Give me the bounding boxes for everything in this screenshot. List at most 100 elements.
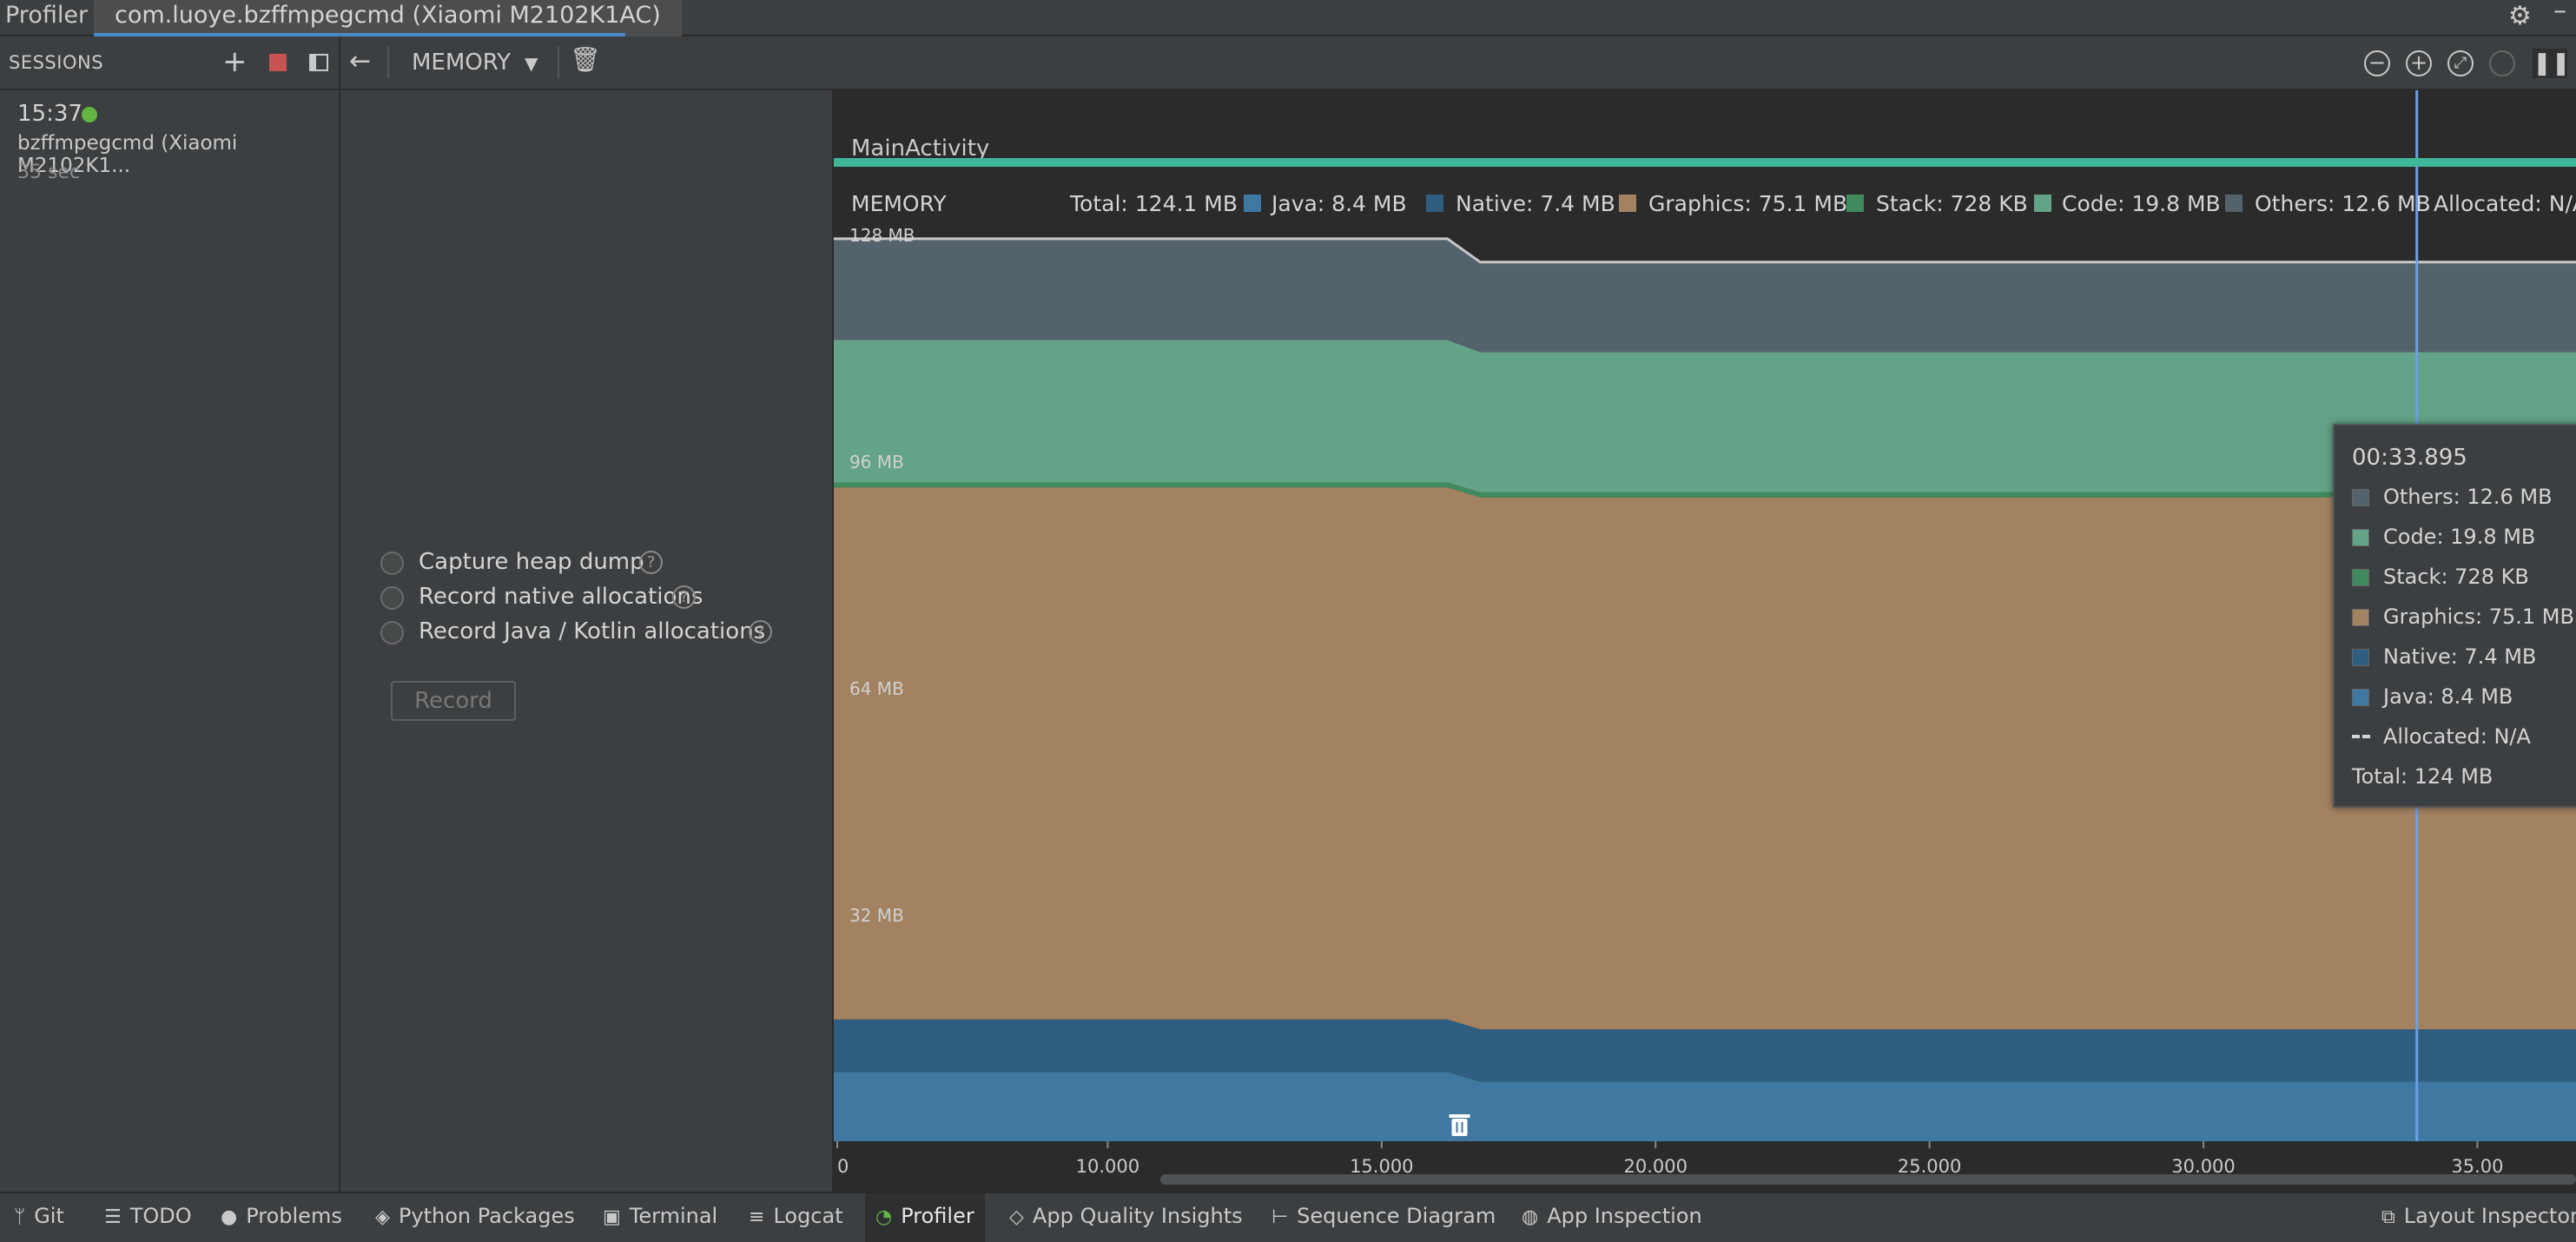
tooltip-label: Stack: 728 KB — [2383, 565, 2529, 589]
legend-graphics-swatch — [1619, 195, 1636, 212]
tool-label: Sequence Diagram — [1297, 1204, 1496, 1228]
inspect-icon: ◍ — [1522, 1206, 1539, 1228]
tooltip-label: Graphics: 75.1 MB — [2383, 604, 2574, 629]
tool-app-inspection[interactable]: ◍ App Inspection — [1511, 1193, 1713, 1242]
monitor-select[interactable]: MEMORY — [412, 50, 512, 76]
zoom-in-icon[interactable]: + — [2406, 50, 2432, 76]
area-graphics — [834, 487, 2576, 1030]
memory-chart-area[interactable]: 128 MB 96 MB 64 MB 32 MB 0 10.000 15.000 20.00… — [834, 90, 2576, 1192]
horizontal-scrollbar[interactable] — [1160, 1174, 2576, 1185]
record-options-panel: Capture heap dump ? Record native alloca… — [340, 90, 834, 1192]
dash-icon — [2362, 735, 2370, 738]
session-tab[interactable]: com.luoye.bzffmpegcmd (Xiaomi M2102K1AC) — [94, 0, 682, 36]
option-label: Record native allocations — [419, 584, 703, 610]
toolbar-divider — [558, 47, 559, 78]
area-java — [834, 1072, 2576, 1141]
area-code — [834, 340, 2576, 492]
tool-app-quality-insights[interactable]: ◇ App Quality Insights — [999, 1193, 1253, 1242]
radio-button[interactable] — [380, 621, 404, 644]
logcat-icon: ≡ — [749, 1206, 765, 1228]
legend-native-swatch — [1426, 195, 1443, 212]
session-live-indicator — [82, 107, 97, 122]
memory-chart[interactable]: 128 MB 96 MB 64 MB 32 MB 0 10.000 15.000 20.00… — [834, 90, 2576, 1192]
activity-bar[interactable] — [834, 158, 2576, 167]
tool-label: App Quality Insights — [1032, 1204, 1243, 1228]
legend-java: Java: 8.4 MB — [1271, 191, 1407, 216]
active-tab-indicator — [94, 33, 625, 36]
tooltip-time: 00:33.895 — [2352, 445, 2467, 471]
minimize-icon[interactable]: – — [2553, 0, 2566, 26]
pause-icon[interactable]: ❚❚ — [2533, 49, 2571, 78]
memory-title: MEMORY — [851, 191, 947, 216]
others-swatch — [2352, 489, 2369, 506]
trash-icon[interactable]: 🗑 — [570, 45, 601, 74]
trash-lid — [1449, 1114, 1470, 1118]
memory-legend: MEMORY Total: 124.1 MB Java: 8.4 MB Nati… — [834, 181, 2576, 216]
gear-icon[interactable]: ⚙ — [2508, 1, 2532, 31]
sequence-icon: ⊢ — [1271, 1206, 1289, 1228]
tool-todo[interactable]: ☰ TODO — [94, 1193, 202, 1242]
option-label: Capture heap dump — [419, 549, 644, 575]
list-icon: ☰ — [104, 1206, 122, 1228]
tooltip-label: Allocated: N/A — [2383, 724, 2531, 749]
stop-session-icon[interactable] — [269, 54, 287, 71]
layers-icon: ◈ — [375, 1206, 390, 1228]
zoom-out-icon[interactable]: − — [2364, 50, 2390, 76]
help-icon[interactable]: ? — [672, 585, 696, 609]
toolbar-divider — [387, 47, 389, 78]
warning-icon: ● — [221, 1206, 238, 1228]
sessions-toolbar: SESSIONS + — [0, 36, 340, 90]
legend-code: Code: 19.8 MB — [2062, 191, 2221, 216]
area-others — [834, 238, 2576, 353]
tool-label: Layout Inspector — [2403, 1204, 2576, 1228]
tool-logcat[interactable]: ≡ Logcat — [738, 1193, 854, 1242]
session-name: bzffmpegcmd (Xiaomi M2102K1... — [17, 132, 238, 177]
zoom-to-selection-icon[interactable] — [2489, 50, 2515, 76]
sessions-panel: 15:37 bzffmpegcmd (Xiaomi M2102K1... 35 … — [0, 90, 340, 1192]
radio-button[interactable] — [380, 552, 404, 575]
area-native — [834, 1019, 2576, 1082]
area-stack — [834, 482, 2576, 498]
tool-git[interactable]: ᛘ Git — [3, 1193, 75, 1242]
record-button[interactable]: Record — [391, 681, 516, 721]
tooltip-total: Total: 124 MB — [2352, 764, 2493, 789]
session-item[interactable]: 15:37 bzffmpegcmd (Xiaomi M2102K1... 35 … — [0, 90, 339, 195]
tooltip-row-total: Total: 124 MB — [2352, 764, 2493, 789]
tool-python-packages[interactable]: ◈ Python Packages — [365, 1193, 585, 1242]
x-tick-label: 35.00 — [2451, 1156, 2503, 1177]
title-bar: Profiler com.luoye.bzffmpegcmd (Xiaomi M… — [0, 0, 2576, 36]
legend-stack: Stack: 728 KB — [1876, 191, 2028, 216]
x-tick-label: 10.000 — [1076, 1156, 1139, 1177]
help-icon[interactable]: ? — [639, 551, 663, 574]
tool-label: Terminal — [629, 1204, 718, 1228]
legend-total: Total: 124.1 MB — [1070, 191, 1238, 216]
layout-icon: ⧉ — [2381, 1206, 2395, 1228]
legend-allocated: Allocated: N/A — [2434, 191, 2576, 216]
tool-label: Git — [34, 1204, 64, 1228]
back-arrow-icon[interactable]: ← — [349, 46, 372, 76]
tool-label: Python Packages — [398, 1204, 575, 1228]
tool-terminal[interactable]: ▣ Terminal — [592, 1193, 728, 1242]
collapse-panel-icon[interactable] — [309, 54, 328, 71]
tool-label: Logcat — [773, 1204, 843, 1228]
session-duration: 35 sec — [17, 162, 81, 183]
app-title: Profiler — [5, 2, 89, 29]
radio-button[interactable] — [380, 586, 404, 610]
tool-sequence-diagram[interactable]: ⊢ Sequence Diagram — [1261, 1193, 1506, 1242]
tool-label: Profiler — [901, 1204, 974, 1228]
tool-profiler[interactable]: ◔ Profiler — [865, 1193, 985, 1242]
y-tick-label: 128 MB — [849, 225, 915, 246]
chevron-down-icon[interactable]: ▼ — [525, 53, 538, 74]
legend-code-swatch — [2034, 195, 2051, 212]
legend-others-swatch — [2225, 195, 2242, 212]
legend-java-swatch — [1244, 195, 1261, 212]
tool-problems[interactable]: ● Problems — [210, 1193, 353, 1242]
tooltip-label: Code: 19.8 MB — [2383, 525, 2536, 549]
reset-zoom-icon[interactable]: ⤢ — [2447, 50, 2474, 76]
x-tick-label: 30.000 — [2171, 1156, 2235, 1177]
add-session-icon[interactable]: + — [222, 44, 248, 79]
tool-layout-inspector[interactable]: ⧉ Layout Inspector — [2371, 1193, 2576, 1242]
activity-label: MainActivity — [851, 135, 990, 162]
help-icon[interactable]: ? — [749, 620, 772, 644]
tool-label: TODO — [129, 1204, 192, 1228]
